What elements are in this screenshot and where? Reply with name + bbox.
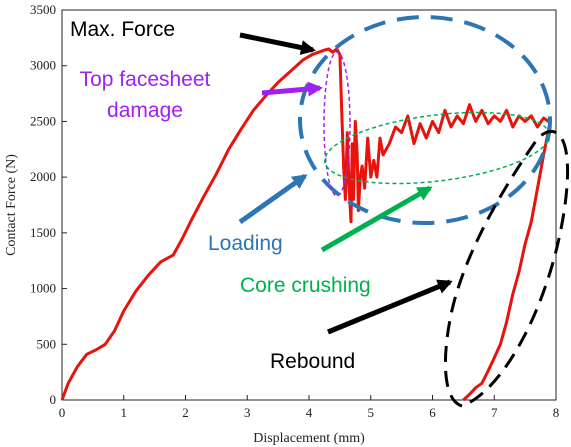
x-tick-label: 0 — [59, 405, 66, 420]
x-tick-label: 4 — [306, 405, 313, 420]
y-tick-label: 0 — [50, 392, 57, 407]
x-tick-label: 2 — [182, 405, 189, 420]
core-crushing-label: Core crushing — [240, 274, 371, 297]
series-layer — [60, 47, 552, 402]
rebound-arrow — [327, 279, 453, 335]
axis-ticks: 0 1 2 3 4 5 6 7 8 0 500 1000 1500 2000 2500 3000 3500 — [30, 2, 559, 420]
max-force-label: Max. Force — [70, 18, 175, 41]
rebound-label: Rebound — [270, 350, 355, 373]
facesheet-damage-label-line2: damage — [107, 99, 183, 122]
core-crushing-ellipse — [324, 111, 550, 185]
y-tick-label: 2500 — [30, 113, 56, 128]
x-tick-label: 3 — [244, 405, 251, 420]
facesheet-damage-arrow — [261, 81, 323, 97]
x-axis-label: Displacement (mm) — [253, 431, 365, 446]
y-tick-label: 2000 — [30, 169, 56, 184]
max-force-arrow — [239, 32, 316, 55]
force-displacement-line — [60, 47, 552, 402]
y-tick-label: 1000 — [30, 281, 56, 296]
core-crushing-arrow — [320, 185, 433, 253]
y-axis-label: Contact Force (N) — [4, 154, 19, 256]
x-tick-label: 5 — [368, 405, 375, 420]
x-tick-label: 1 — [121, 405, 128, 420]
y-tick-label: 3000 — [30, 58, 56, 73]
facesheet-damage-label-line1: Top facesheet — [80, 68, 211, 91]
x-tick-label: 7 — [491, 405, 498, 420]
x-tick-label: 6 — [429, 405, 436, 420]
y-tick-label: 500 — [37, 336, 57, 351]
loading-region-ellipse — [298, 15, 552, 225]
y-tick-label: 3500 — [30, 2, 56, 17]
y-tick-label: 1500 — [30, 225, 56, 240]
loading-arrow — [238, 173, 308, 225]
x-tick-label: 8 — [553, 405, 560, 420]
loading-label: Loading — [208, 232, 283, 255]
facesheet-damage-ellipse — [323, 51, 351, 197]
rebound-region-outline — [444, 130, 570, 408]
plot-area — [61, 9, 557, 401]
